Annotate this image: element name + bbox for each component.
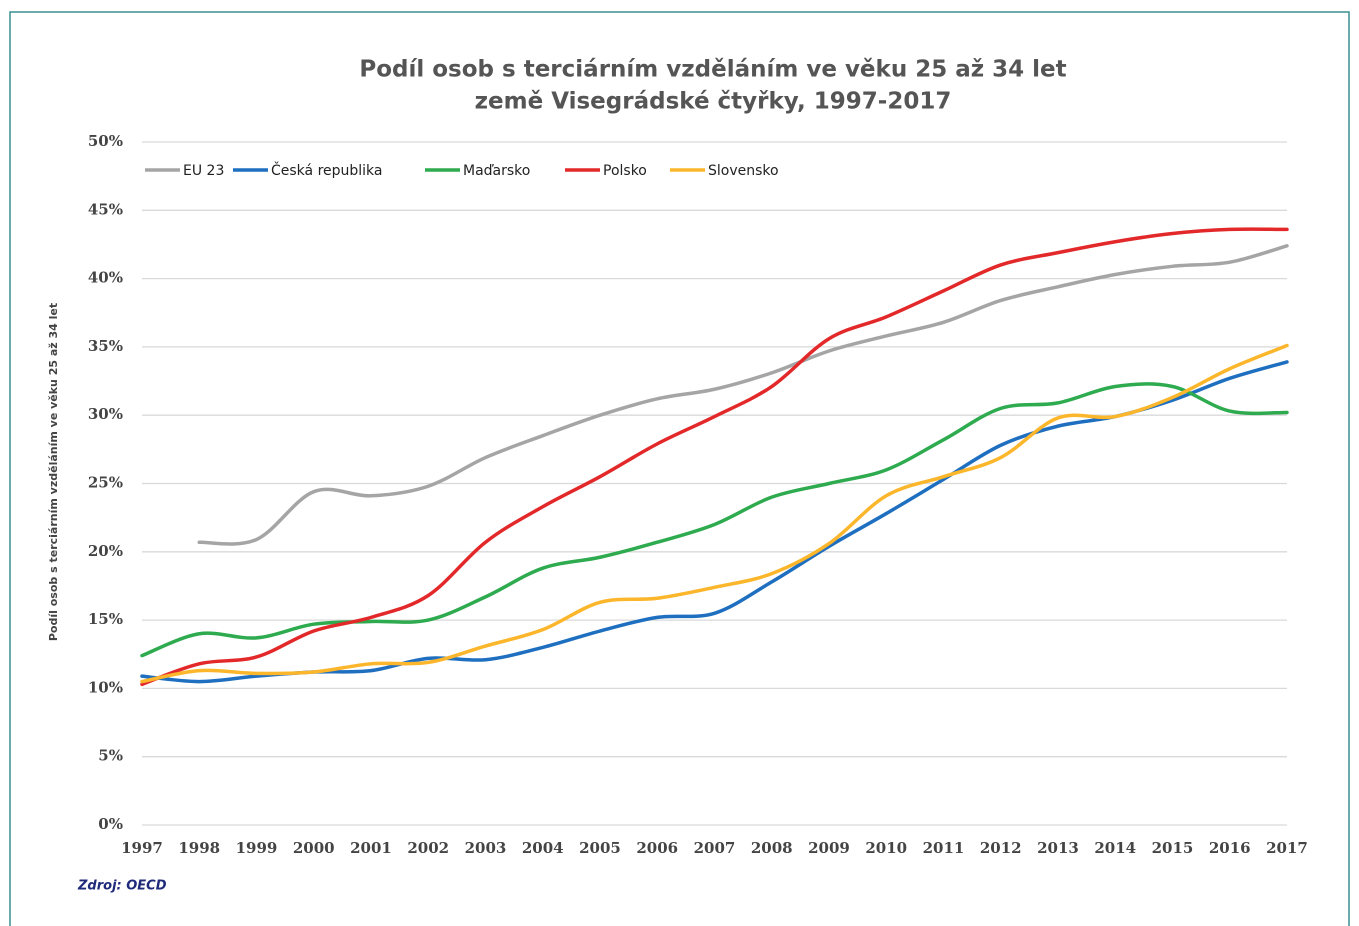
- legend-label: Polsko: [603, 163, 647, 179]
- y-tick-label: 25%: [88, 474, 123, 492]
- x-tick-label: 2015: [1152, 839, 1194, 857]
- legend-label: EU 23: [183, 163, 224, 179]
- x-tick-label: 1998: [178, 839, 220, 857]
- x-tick-label: 2003: [465, 839, 507, 857]
- x-tick-label: 2008: [751, 839, 793, 857]
- x-tick-label: 1999: [236, 839, 278, 857]
- x-tick-label: 2013: [1037, 839, 1079, 857]
- frame: [9, 11, 1350, 926]
- x-tick-label: 2014: [1094, 839, 1136, 857]
- y-tick-label: 10%: [88, 678, 123, 696]
- legend-label: Maďarsko: [463, 163, 530, 179]
- y-tick-label: 45%: [88, 200, 123, 218]
- series-line: [140, 360, 1289, 684]
- x-tick-label: 2016: [1209, 839, 1251, 857]
- y-axis-label: Podíl osob s terciárním vzděláním ve věk…: [47, 303, 60, 641]
- x-tick-label: 2002: [407, 839, 449, 857]
- y-tick-label: 0%: [98, 815, 123, 833]
- x-tick-label: 2000: [293, 839, 335, 857]
- series-line: [140, 382, 1289, 658]
- legend-label: Česká republika: [271, 161, 383, 179]
- legend-label: Slovensko: [708, 163, 779, 179]
- chart-subtitle: země Visegrádské čtyřky, 1997-2017: [475, 89, 952, 115]
- x-tick-label: 2005: [579, 839, 621, 857]
- source: Zdroj: OECD: [77, 879, 167, 894]
- x-tick-label: 2006: [636, 839, 678, 857]
- y-tick-label: 40%: [88, 269, 123, 287]
- chart-title: Podíl osob s terciárním vzděláním ve věk…: [359, 57, 1066, 83]
- x-tick-label: 2009: [808, 839, 850, 857]
- series-line: [197, 244, 1289, 546]
- y-tick-label: 5%: [98, 747, 123, 765]
- y-tick-label: 50%: [88, 132, 123, 150]
- series-line: [140, 227, 1289, 687]
- y-tick-label: 15%: [88, 610, 123, 628]
- x-tick-label: 2004: [522, 839, 564, 857]
- x-tick-label: 1997: [121, 839, 163, 857]
- y-tick-label: 30%: [88, 405, 123, 423]
- y-tick-label: 20%: [88, 542, 123, 560]
- x-tick-label: 2017: [1266, 839, 1308, 857]
- x-tick-label: 2011: [923, 839, 965, 857]
- series-line: [140, 343, 1289, 684]
- x-tick-label: 2007: [694, 839, 736, 857]
- y-tick-label: 35%: [88, 337, 123, 355]
- x-tick-label: 2001: [350, 839, 392, 857]
- x-tick-label: 2010: [865, 839, 907, 857]
- x-tick-label: 2012: [980, 839, 1022, 857]
